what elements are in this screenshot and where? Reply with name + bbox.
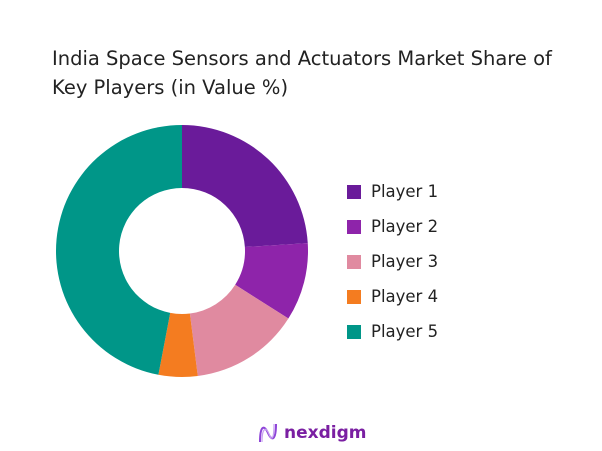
donut-slice-1 (182, 125, 308, 248)
legend-swatch (347, 219, 361, 234)
legend-swatch (347, 289, 361, 304)
legend-swatch (347, 324, 361, 339)
logo-text: nexdigm (284, 423, 367, 443)
donut-slice-5 (55, 125, 182, 375)
legend-label: Player 1 (371, 182, 439, 201)
legend-item: Player 4 (347, 279, 438, 314)
legend-item: Player 3 (347, 244, 438, 279)
nexdigm-logo-icon (259, 423, 277, 443)
legend-item: Player 2 (347, 209, 438, 244)
donut-slice-3 (189, 284, 289, 377)
legend-label: Player 5 (371, 322, 439, 341)
chart-title: India Space Sensors and Actuators Market… (52, 47, 552, 99)
nexdigm-logo: nexdigm (258, 422, 366, 444)
donut-slice-4 (158, 312, 198, 378)
legend-label: Player 2 (371, 217, 439, 236)
legend-item: Player 1 (347, 174, 438, 209)
donut-slice-2 (235, 243, 309, 319)
legend-swatch (347, 254, 361, 269)
legend-swatch (347, 184, 361, 199)
legend-item: Player 5 (347, 314, 438, 349)
legend: Player 1 Player 2 Player 3 Player 4 Player 5 (347, 174, 438, 349)
legend-label: Player 4 (371, 287, 439, 306)
legend-label: Player 3 (371, 252, 439, 271)
